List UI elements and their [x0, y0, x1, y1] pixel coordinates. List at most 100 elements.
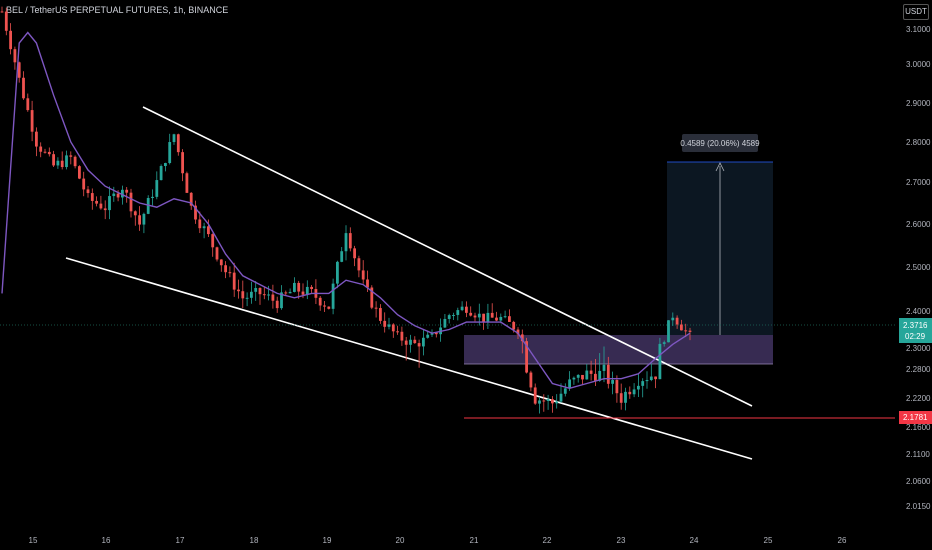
y-axis-tick: 2.3000: [906, 344, 931, 353]
candle-body: [146, 198, 150, 214]
candle: [434, 332, 438, 338]
candle: [409, 334, 412, 353]
candle-body: [379, 308, 382, 321]
candle-body: [103, 208, 107, 211]
candle-body: [477, 313, 481, 318]
candle: [271, 284, 275, 309]
candle-body: [649, 376, 653, 381]
candle-body: [542, 400, 546, 402]
candle: [671, 312, 675, 326]
candle-body: [228, 272, 232, 274]
candle-body: [151, 196, 154, 199]
candle-body: [4, 11, 8, 31]
candle-body: [654, 376, 657, 380]
candle-body: [559, 393, 563, 402]
y-axis-tick: 2.9000: [906, 99, 931, 108]
x-axis-tick: 20: [396, 536, 405, 545]
candle-body: [671, 317, 675, 321]
candle: [473, 312, 477, 322]
candle-body: [69, 155, 73, 157]
candle: [542, 394, 546, 412]
candle-body: [284, 292, 288, 294]
candle: [469, 306, 473, 317]
y-axis-tick: 2.1100: [906, 450, 930, 459]
candle-body: [60, 160, 64, 168]
candle: [529, 370, 533, 392]
candle: [297, 280, 301, 299]
candle-body: [301, 291, 305, 295]
candle: [4, 7, 8, 36]
candle-body: [22, 77, 25, 99]
candle: [327, 306, 331, 310]
x-axis-tick: 21: [470, 536, 479, 545]
candle-body: [662, 342, 666, 344]
candle-body: [172, 134, 176, 143]
candle: [456, 307, 460, 321]
candle-body: [400, 331, 404, 341]
candle-body: [35, 131, 38, 147]
candle: [508, 309, 511, 323]
candle-body: [680, 324, 683, 331]
candle: [22, 71, 25, 100]
candle-body: [267, 294, 270, 296]
candle-body: [318, 297, 322, 306]
y-axis-tick: 2.7000: [906, 178, 931, 187]
candle: [129, 188, 133, 218]
candle: [443, 313, 447, 328]
candle: [155, 171, 159, 200]
candle-body: [589, 370, 593, 374]
candle: [331, 278, 335, 315]
candle: [125, 186, 129, 203]
candle: [56, 157, 60, 169]
candle: [379, 304, 382, 324]
candle: [288, 288, 292, 294]
candle-body: [310, 286, 313, 290]
lower-trendline: [65, 257, 753, 460]
y-axis-tick: 2.4000: [906, 307, 931, 316]
currency-button[interactable]: USDT: [903, 4, 929, 20]
candle: [555, 394, 559, 409]
candle: [387, 317, 391, 330]
candle-body: [232, 272, 236, 290]
candle: [417, 339, 421, 368]
candle-body: [219, 259, 223, 266]
candle-body: [585, 370, 589, 380]
candle: [404, 336, 408, 361]
target-arrow-head: [715, 162, 725, 172]
candle-body: [413, 339, 417, 344]
candle: [323, 301, 326, 313]
candle: [202, 222, 206, 239]
candle-body: [241, 291, 245, 299]
candle-body: [482, 313, 485, 323]
candle-body: [125, 189, 129, 193]
candle: [138, 206, 141, 231]
x-axis-tick: 25: [764, 536, 773, 545]
candle: [336, 260, 339, 289]
candle: [262, 287, 266, 300]
candle-body: [529, 372, 533, 388]
candle: [52, 150, 55, 167]
candle: [340, 247, 344, 263]
candle: [78, 165, 81, 180]
candle: [520, 329, 524, 354]
candle-body: [13, 49, 17, 63]
candle: [598, 353, 602, 382]
candle-body: [86, 189, 90, 194]
candle: [662, 340, 666, 347]
candle-body: [357, 258, 361, 271]
candle-body: [473, 315, 477, 318]
candle: [348, 227, 352, 252]
candle: [168, 133, 172, 165]
candle-body: [563, 388, 567, 394]
candle-body: [215, 247, 219, 260]
candle-body: [211, 234, 215, 248]
candle-body: [469, 312, 473, 316]
candle-body: [254, 288, 258, 292]
candle-body: [353, 248, 356, 259]
candle-body: [30, 110, 34, 132]
last-price-countdown: 02:29: [905, 332, 926, 341]
candle-body: [391, 324, 395, 332]
y-axis-tick: 2.0600: [906, 477, 931, 486]
candle-body: [684, 330, 688, 332]
